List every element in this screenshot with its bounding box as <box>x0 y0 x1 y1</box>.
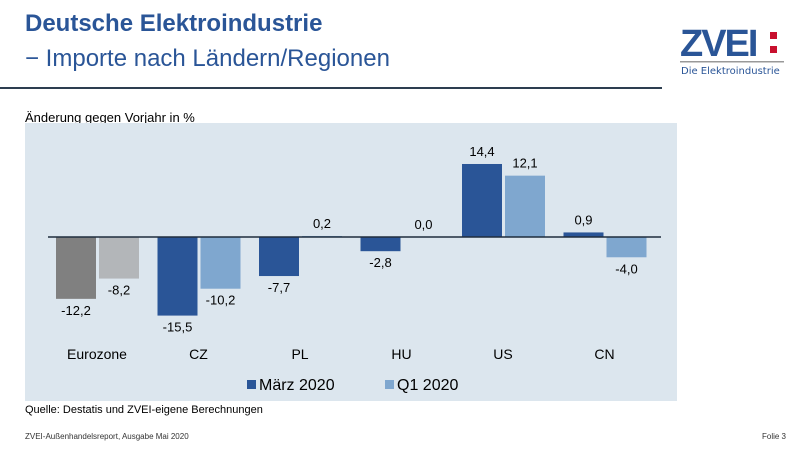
svg-text:Die Elektroindustrie: Die Elektroindustrie <box>681 66 780 77</box>
slide-number: Folie 3 <box>761 432 786 441</box>
category-label: PL <box>291 346 308 362</box>
data-label: 0,9 <box>574 212 592 227</box>
zvei-logo: ZVEI Die Elektroindustrie <box>680 23 784 77</box>
bar-hu-maerz-2020 <box>360 237 401 252</box>
category-label: HU <box>391 346 411 362</box>
bar-cz-maerz-2020 <box>157 237 198 316</box>
data-label: -8,2 <box>108 283 130 298</box>
title-divider <box>0 87 662 89</box>
bar-cn-q1-2020 <box>606 237 647 258</box>
data-label: -4,0 <box>615 261 637 276</box>
svg-text:ZVEI: ZVEI <box>680 23 757 65</box>
footer-text: ZVEI-Außenhandelsreport, Ausgabe Mai 202… <box>25 432 189 441</box>
page-title: Deutsche Elektroindustrie <box>25 10 323 37</box>
data-label: -2,8 <box>369 255 391 270</box>
bar-pl-maerz-2020 <box>259 237 299 277</box>
legend-label: Q1 2020 <box>397 377 458 394</box>
legend-label: März 2020 <box>259 377 335 394</box>
legend-swatch <box>385 380 394 389</box>
bar-chart: -12,2 -8,2 Eurozone -15,5 -10,2 CZ -7,7 0,2 PL -2… <box>25 123 677 401</box>
category-label: US <box>493 346 512 362</box>
data-label: 14,4 <box>469 144 494 159</box>
data-label: 0,0 <box>414 217 432 232</box>
bar-cn-maerz-2020 <box>563 232 604 237</box>
category-label: Eurozone <box>67 346 127 362</box>
bar-eurozone-maerz-2020 <box>56 237 96 299</box>
data-label: -10,2 <box>206 293 236 308</box>
page-subtitle: − Importe nach Ländern/Regionen <box>25 45 390 72</box>
bar-cz-q1-2020 <box>200 237 241 289</box>
data-label: 0,2 <box>313 216 331 231</box>
data-label: -15,5 <box>163 320 193 335</box>
data-label: -12,2 <box>61 303 91 318</box>
bar-eurozone-q1-2020 <box>99 237 139 279</box>
bar-us-maerz-2020 <box>462 163 502 237</box>
source-note: Quelle: Destatis und ZVEI-eigene Berechn… <box>25 404 263 416</box>
data-label: 12,1 <box>512 156 537 171</box>
bar-us-q1-2020 <box>505 175 545 237</box>
category-label: CZ <box>189 346 208 362</box>
data-label: -7,7 <box>268 280 290 295</box>
y-axis-label: Änderung gegen Vorjahr in % <box>25 110 195 125</box>
category-label: CN <box>594 346 614 362</box>
legend-swatch <box>247 380 256 389</box>
